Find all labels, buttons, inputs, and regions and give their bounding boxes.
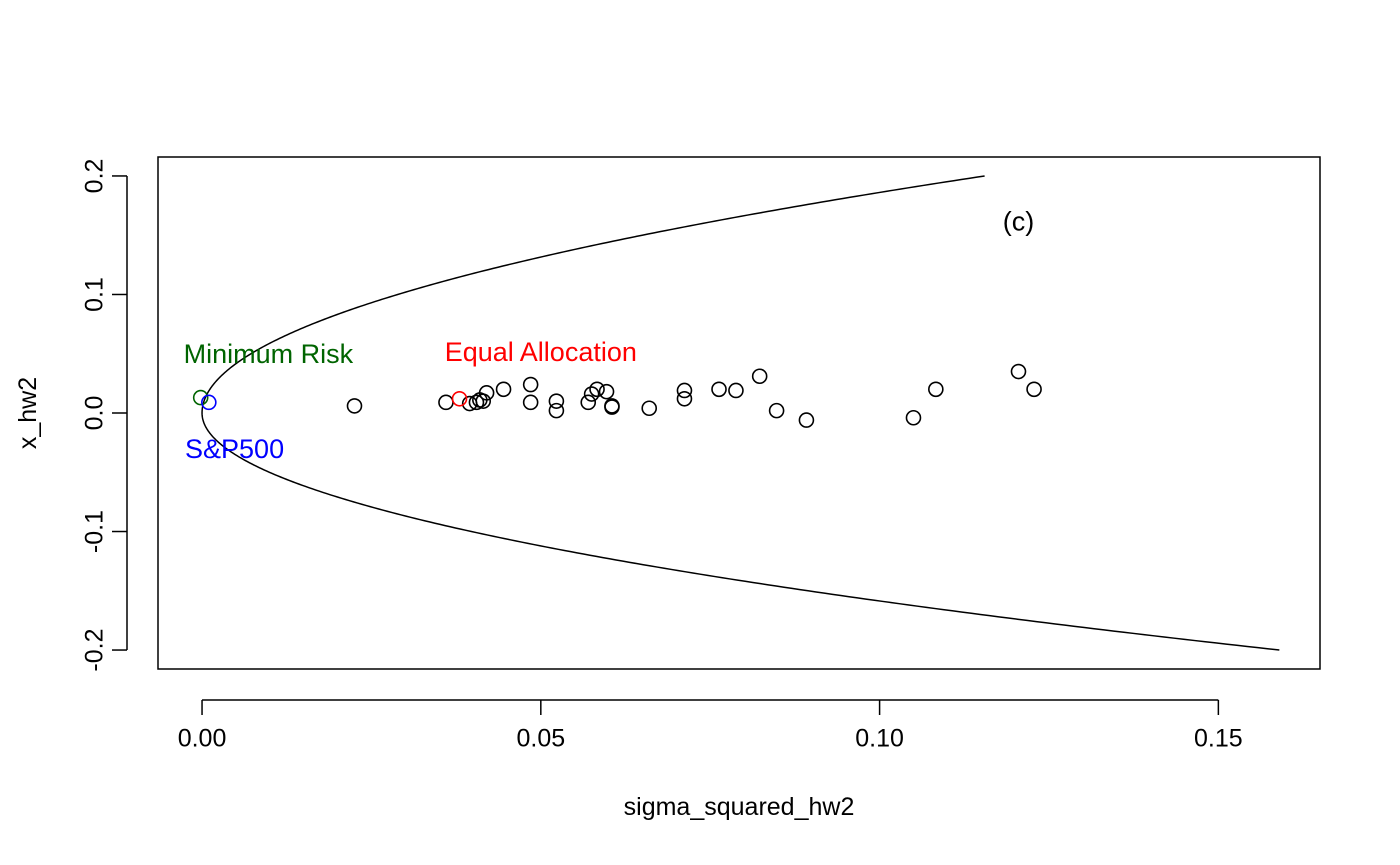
x-tick-label: 0.10: [855, 725, 904, 753]
annotation-panel: (c): [1003, 206, 1034, 236]
data-point: [548, 402, 565, 419]
data-point: [1026, 381, 1042, 398]
y-tick-label: 0.2: [81, 159, 109, 194]
efficient-frontier-curve: [201, 175, 1280, 651]
y-axis: -0.2 -0.1 0.0 0.1 0.2: [81, 159, 128, 672]
x-tick-label: 0.15: [1194, 725, 1243, 753]
data-point: [751, 368, 768, 385]
data-point: [676, 390, 693, 407]
annotation-equal: Equal Allocation: [445, 337, 637, 367]
data-point: [438, 394, 454, 411]
plot-frame: [157, 156, 1321, 670]
data-point: [580, 394, 597, 411]
data-point: [728, 382, 744, 399]
y-tick-label: -0.2: [81, 628, 109, 671]
data-point: [641, 400, 658, 417]
point-equal-allocation: [451, 390, 468, 407]
x-axis-label: sigma_squared_hw2: [624, 793, 855, 821]
data-point: [676, 382, 693, 399]
data-point: [478, 385, 495, 401]
data-point: [905, 409, 922, 426]
data-point: [522, 376, 539, 393]
y-axis-label: x_hw2: [14, 377, 42, 449]
x-tick-label: 0.00: [178, 725, 227, 753]
data-point: [768, 402, 785, 419]
y-tick-label: 0.1: [81, 277, 109, 312]
y-tick-label: -0.1: [81, 510, 109, 553]
data-point: [468, 394, 485, 411]
annotation-minrisk: Minimum Risk: [184, 339, 354, 369]
data-point: [604, 398, 620, 414]
x-axis: 0.00 0.05 0.10 0.15: [178, 699, 1243, 753]
x-tick-label: 0.05: [516, 725, 565, 753]
data-point: [798, 412, 815, 428]
data-point: [475, 393, 492, 409]
data-point: [928, 381, 944, 398]
data-point: [589, 381, 605, 398]
point-s-p500: [201, 394, 217, 411]
data-point: [598, 383, 615, 400]
y-tick-label: 0.0: [81, 396, 109, 431]
data-point: [583, 386, 600, 402]
data-point: [548, 393, 565, 409]
data-point: [346, 398, 363, 414]
data-point: [604, 399, 620, 415]
data-point: [711, 381, 727, 398]
data-point: [495, 381, 512, 398]
data-point: [1010, 363, 1027, 380]
point-minimum-risk: [192, 389, 209, 406]
data-point: [522, 394, 539, 411]
plot-layer: (c) Minimum Risk S&P500 Equal Allocation: [184, 175, 1280, 651]
annotation-sp500: S&P500: [185, 434, 284, 464]
